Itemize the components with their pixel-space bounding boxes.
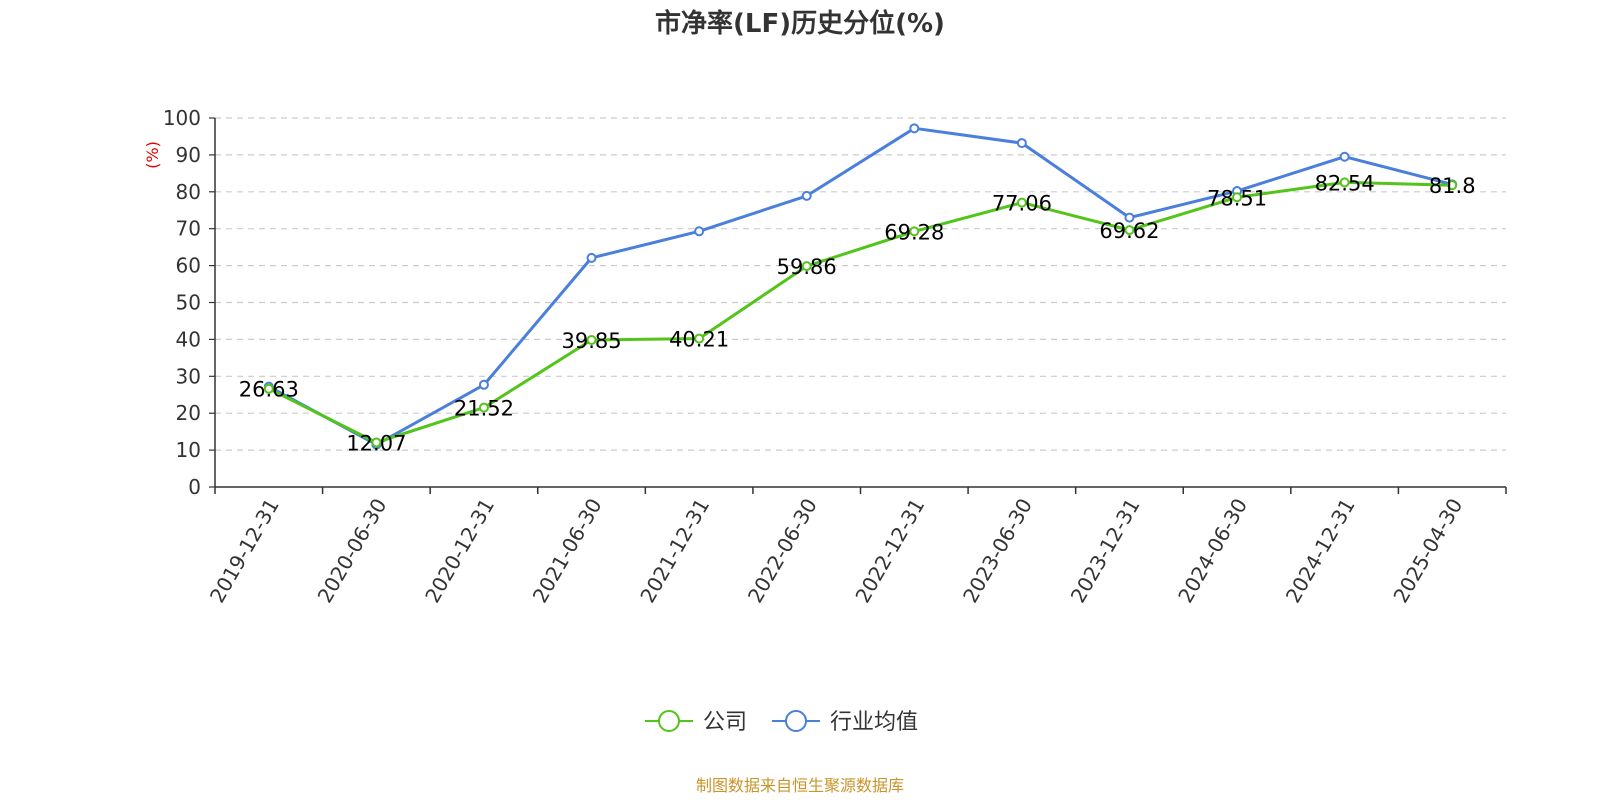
data-label: 81.8	[1429, 174, 1476, 198]
data-label: 21.52	[454, 397, 514, 421]
series-point-1[interactable]	[801, 190, 812, 201]
x-tick-label: 2024-06-30	[1173, 494, 1252, 607]
series-point-0[interactable]	[371, 437, 382, 448]
series-point-1[interactable]	[1124, 212, 1135, 223]
y-tick-label: 30	[176, 364, 201, 388]
legend-marker	[785, 710, 807, 732]
data-label: 39.85	[561, 329, 621, 353]
y-tick-label: 90	[176, 143, 201, 167]
legend-label: 行业均值	[830, 710, 918, 735]
data-label: 77.06	[992, 192, 1052, 216]
series-line-1	[268, 126, 1453, 447]
y-tick-labels: 0 10 20 30 40 50 60 70 80 90 100	[163, 106, 201, 499]
x-tick-labels: 2019-12-31 2020-06-30 2020-12-31 2021-06-30…	[205, 494, 1467, 607]
series-point-0[interactable]	[909, 226, 920, 237]
series-point-1[interactable]	[586, 252, 597, 263]
y-tick-label: 100	[163, 106, 201, 130]
chart-title: 市净率(LF)历史分位(%)	[655, 8, 945, 39]
legend-label: 公司	[703, 710, 747, 735]
y-tick-label: 50	[176, 291, 201, 315]
x-tick-label: 2019-12-31	[205, 494, 284, 607]
source-note: 制图数据来自恒生聚源数据库	[696, 776, 904, 795]
legend-item-0[interactable]: 公司	[645, 710, 747, 735]
series-point-1[interactable]	[1339, 151, 1350, 162]
series-point-0[interactable]	[263, 383, 274, 394]
x-tick-label: 2023-06-30	[958, 494, 1037, 607]
gridlines	[209, 117, 1506, 488]
data-label: 69.62	[1099, 219, 1159, 243]
series-point-0[interactable]	[478, 402, 489, 413]
data-label: 59.86	[777, 255, 837, 279]
data-label: 26.63	[239, 378, 299, 402]
series-points	[263, 123, 1458, 450]
data-label: 12.07	[346, 431, 406, 455]
data-label: 69.28	[884, 220, 944, 244]
x-tick-label: 2022-06-30	[743, 494, 822, 607]
series-point-0[interactable]	[1124, 225, 1135, 236]
series-point-0[interactable]	[1447, 180, 1458, 191]
x-tick-label: 2022-12-31	[850, 494, 929, 607]
series-point-1[interactable]	[694, 226, 705, 237]
y-tick-label: 0	[188, 475, 201, 499]
series-point-0[interactable]	[1232, 192, 1243, 203]
series-point-0[interactable]	[586, 334, 597, 345]
series-point-0[interactable]	[801, 261, 812, 272]
series-lines	[268, 126, 1453, 447]
y-tick-label: 40	[176, 327, 201, 351]
data-label: 82.54	[1315, 171, 1375, 195]
y-tick-label: 10	[176, 438, 201, 462]
series-point-1[interactable]	[478, 379, 489, 390]
legend-marker	[658, 710, 680, 732]
x-tick-label: 2020-12-31	[420, 494, 499, 607]
y-axis-unit-label: (%)	[143, 141, 162, 169]
legend-item-1[interactable]: 行业均值	[772, 710, 918, 735]
x-tick-label: 2023-12-31	[1066, 494, 1145, 607]
series-point-1[interactable]	[1016, 138, 1027, 149]
axes	[214, 118, 1507, 494]
x-tick-label: 2021-12-31	[635, 494, 714, 607]
series-point-0[interactable]	[1016, 197, 1027, 208]
x-tick-label: 2025-04-30	[1388, 494, 1467, 607]
x-tick-label: 2024-12-31	[1281, 494, 1360, 607]
y-tick-label: 80	[176, 180, 201, 204]
series-point-0[interactable]	[694, 333, 705, 344]
x-tick-label: 2020-06-30	[313, 494, 392, 607]
legend[interactable]: 公司 行业均值	[645, 710, 918, 735]
data-labels: 26.63 12.07 21.52 39.85 40.21 59.86 69.28 77.06…	[239, 171, 1476, 455]
data-label: 40.21	[669, 328, 729, 352]
y-tick-label: 60	[176, 254, 201, 278]
data-label: 78.51	[1207, 186, 1267, 210]
series-point-0[interactable]	[1339, 177, 1350, 188]
y-tick-label: 20	[176, 401, 201, 425]
series-point-1[interactable]	[909, 123, 920, 134]
y-tick-label: 70	[176, 217, 201, 241]
x-tick-label: 2021-06-30	[528, 494, 607, 607]
series-line-0	[268, 180, 1453, 444]
